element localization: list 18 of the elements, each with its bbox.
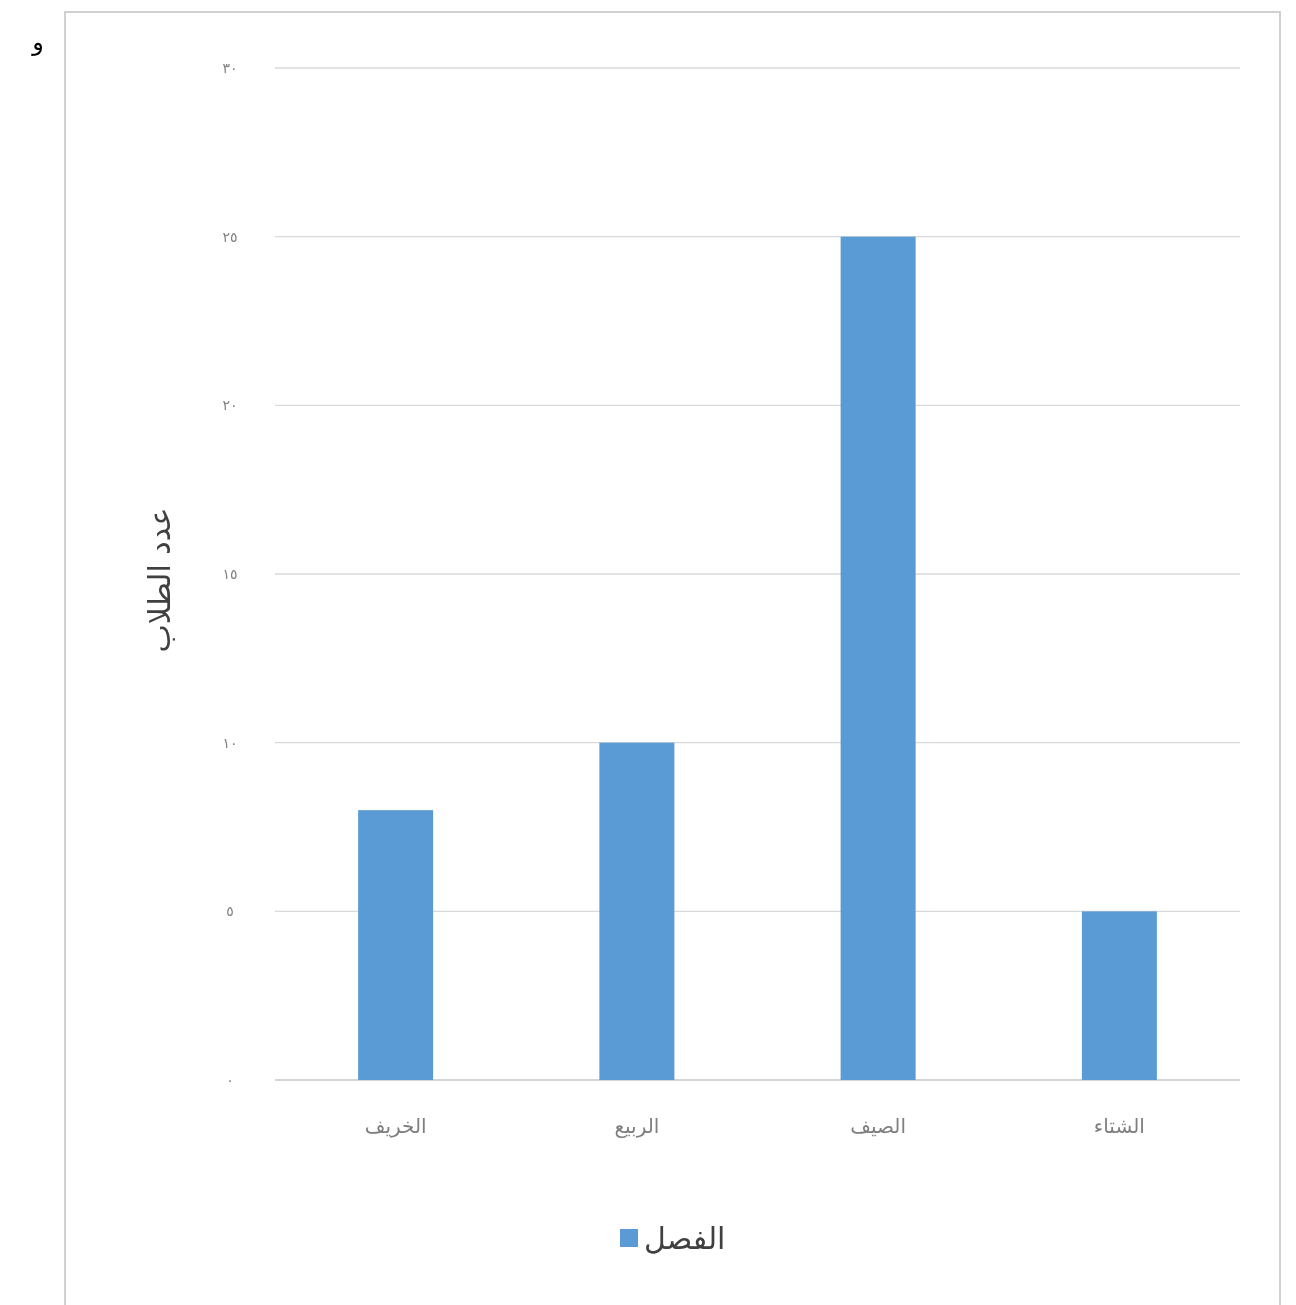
y-tick-label: ٥ bbox=[226, 903, 234, 920]
bar bbox=[840, 236, 916, 1080]
x-tick-label: الشتاء bbox=[1093, 1114, 1145, 1138]
y-tick-label: ١٠ bbox=[222, 734, 238, 751]
y-axis-title: عدد الطلاب bbox=[142, 507, 177, 653]
y-tick-label: ٠ bbox=[226, 1072, 234, 1088]
bar bbox=[1081, 911, 1157, 1080]
y-tick-label: ٢٠ bbox=[222, 397, 238, 414]
x-tick-label: الخريف bbox=[364, 1114, 427, 1138]
x-tick-label: الصيف bbox=[850, 1114, 906, 1138]
y-tick-label: ٢٥ bbox=[222, 228, 238, 245]
bar bbox=[599, 742, 675, 1080]
bar bbox=[358, 810, 434, 1080]
y-tick-label: ٣٠ bbox=[222, 60, 238, 76]
legend-label: الفصل bbox=[644, 1221, 726, 1256]
y-tick-label: ١٥ bbox=[222, 566, 238, 582]
text: و bbox=[31, 28, 44, 56]
x-tick-label: الربيع bbox=[614, 1114, 660, 1138]
